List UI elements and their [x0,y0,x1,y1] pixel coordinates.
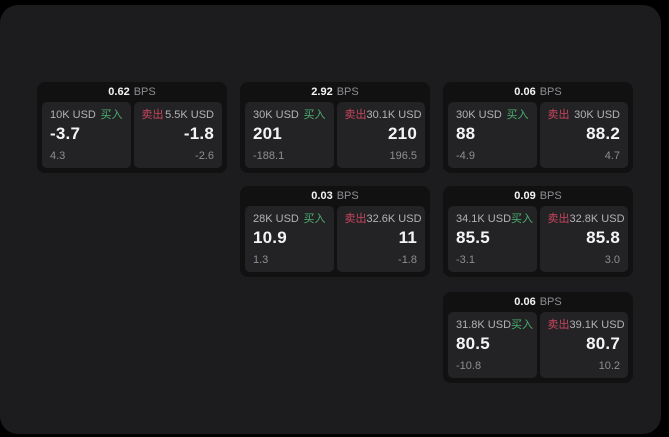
buy-size-label: 30K USD [253,109,299,121]
sell-tag: 卖出 [141,109,164,121]
buy-tag: 买入 [511,319,534,331]
sell-size-label: 32.6K USD [366,213,422,225]
sell-tag: 卖出 [547,319,570,331]
quote-card: 0.06 BPS 30K USD 买入 88 -4.9 卖出 30K USD 8… [443,82,633,173]
buy-tag: 买入 [303,213,326,225]
spread-value: 0.62 [108,86,130,98]
spread-header: 2.92 BPS [240,82,430,102]
buy-change: 1.3 [253,254,269,266]
buy-price: 80.5 [456,334,490,353]
buy-change: -10.8 [456,360,482,372]
buy-tag: 买入 [511,213,534,225]
sell-tile[interactable]: 卖出 32.6K USD 11 -1.8 [336,206,425,272]
buy-change: -4.9 [456,150,475,162]
sell-tile[interactable]: 卖出 30.1K USD 210 196.5 [336,102,425,168]
quote-card: 2.92 BPS 30K USD 买入 201 -188.1 卖出 30.1K … [240,82,430,173]
buy-price: 201 [253,124,282,143]
spread-unit-label: BPS [133,86,156,98]
spread-header: 0.09 BPS [443,186,633,206]
sell-tag: 卖出 [547,213,570,225]
buy-size-label: 30K USD [456,109,502,121]
quote-card: 0.09 BPS 34.1K USD 买入 85.5 -3.1 卖出 32.8K… [443,186,633,277]
sell-change: -1.8 [398,254,417,266]
spread-header: 0.06 BPS [443,82,633,102]
spread-value: 0.03 [311,190,333,202]
spread-unit-label: BPS [539,296,562,308]
sell-price: 85.8 [586,228,620,247]
spread-value: 0.06 [514,296,536,308]
sell-change: 4.7 [604,150,620,162]
buy-price: -3.7 [50,124,81,143]
buy-change: 4.3 [50,150,66,162]
sell-change: 10.2 [598,360,620,372]
buy-price: 85.5 [456,228,490,247]
sell-price: 80.7 [586,334,620,353]
sell-tile[interactable]: 卖出 30K USD 88.2 4.7 [539,102,628,168]
spread-header: 0.03 BPS [240,186,430,206]
quote-card: 0.06 BPS 31.8K USD 买入 80.5 -10.8 卖出 39.1… [443,292,633,383]
sell-size-label: 30K USD [574,109,620,121]
spread-header: 0.62 BPS [37,82,227,102]
sell-price: 88.2 [586,124,620,143]
sell-price: 210 [388,124,417,143]
sell-change: 3.0 [604,254,620,266]
sell-tag: 卖出 [547,109,570,121]
spread-unit-label: BPS [539,86,562,98]
sell-size-label: 39.1K USD [569,319,625,331]
sell-tile[interactable]: 卖出 39.1K USD 80.7 10.2 [539,312,628,378]
buy-size-label: 28K USD [253,213,299,225]
buy-tile[interactable]: 30K USD 买入 88 -4.9 [448,102,537,168]
sell-change: 196.5 [389,150,417,162]
spread-value: 0.06 [514,86,536,98]
buy-tag: 买入 [303,109,326,121]
buy-tile[interactable]: 31.8K USD 买入 80.5 -10.8 [448,312,537,378]
sell-size-label: 5.5K USD [165,109,214,121]
spread-header: 0.06 BPS [443,292,633,312]
sell-price: -1.8 [183,124,214,143]
buy-tile[interactable]: 10K USD 买入 -3.7 4.3 [42,102,131,168]
sell-tag: 卖出 [344,109,367,121]
buy-tag: 买入 [100,109,123,121]
spread-value: 2.92 [311,86,333,98]
buy-tile[interactable]: 30K USD 买入 201 -188.1 [245,102,334,168]
spread-unit-label: BPS [336,190,359,202]
buy-tile[interactable]: 28K USD 买入 10.9 1.3 [245,206,334,272]
spread-value: 0.09 [514,190,536,202]
buy-change: -3.1 [456,254,475,266]
sell-price: 11 [398,228,417,247]
buy-price: 88 [456,124,476,143]
sell-change: -2.6 [195,150,214,162]
buy-price: 10.9 [253,228,287,247]
sell-size-label: 32.8K USD [569,213,625,225]
buy-tile[interactable]: 34.1K USD 买入 85.5 -3.1 [448,206,537,272]
buy-tag: 买入 [506,109,529,121]
sell-tag: 卖出 [344,213,367,225]
spread-unit-label: BPS [539,190,562,202]
quote-card: 0.03 BPS 28K USD 买入 10.9 1.3 卖出 32.6K US… [240,186,430,277]
buy-change: -188.1 [253,150,285,162]
quotes-panel: 0.62 BPS 10K USD 买入 -3.7 4.3 卖出 5.5K USD… [0,5,661,434]
buy-size-label: 31.8K USD [456,319,512,331]
sell-tile[interactable]: 卖出 32.8K USD 85.8 3.0 [539,206,628,272]
quote-card: 0.62 BPS 10K USD 买入 -3.7 4.3 卖出 5.5K USD… [37,82,227,173]
buy-size-label: 10K USD [50,109,96,121]
sell-size-label: 30.1K USD [366,109,422,121]
spread-unit-label: BPS [336,86,359,98]
buy-size-label: 34.1K USD [456,213,512,225]
sell-tile[interactable]: 卖出 5.5K USD -1.8 -2.6 [133,102,222,168]
